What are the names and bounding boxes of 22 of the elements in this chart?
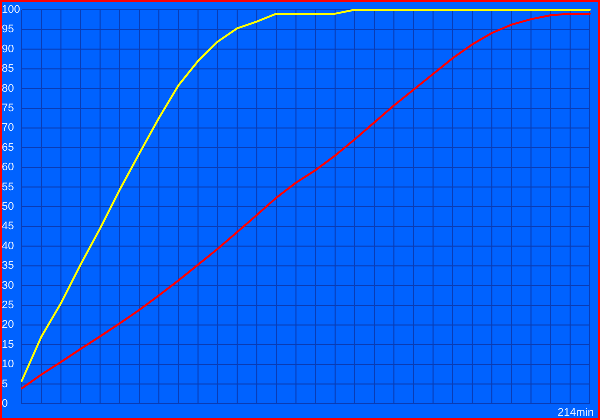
y-tick-label: 80: [2, 82, 14, 95]
y-tick-label: 75: [2, 102, 14, 114]
y-tick-label: 0: [2, 398, 8, 410]
y-tick-label: 20: [2, 319, 14, 332]
y-tick-label: 90: [2, 43, 14, 56]
y-tick-label: 45: [2, 220, 14, 233]
y-tick-label: 85: [2, 63, 14, 76]
y-tick-label: 55: [2, 181, 14, 194]
x-axis-title: 214min: [558, 407, 594, 419]
y-tick-label: 60: [2, 162, 14, 174]
y-tick-label: 25: [2, 300, 14, 312]
y-tick-label: 15: [2, 338, 14, 351]
y-tick-label: 5: [2, 378, 8, 390]
y-tick-label: 100: [2, 4, 20, 16]
y-tick-label: 95: [2, 24, 14, 36]
y-tick-label: 10: [2, 358, 14, 371]
y-tick-label: 30: [2, 280, 14, 292]
y-tick-label: 65: [2, 142, 14, 154]
y-tick-label: 40: [2, 240, 14, 252]
y-tick-label: 70: [2, 122, 14, 134]
y-tick-label: 50: [2, 201, 14, 213]
y-tick-label: 35: [2, 260, 14, 272]
